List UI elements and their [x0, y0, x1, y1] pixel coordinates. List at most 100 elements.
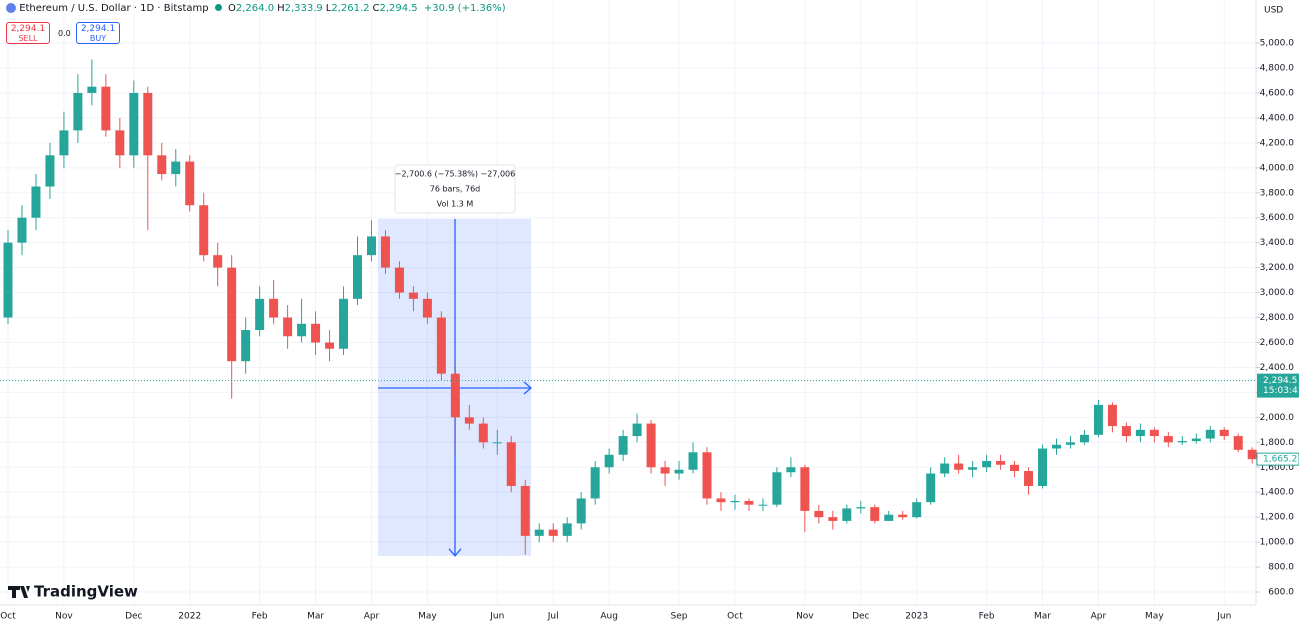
x-tick-label: Oct: [727, 612, 743, 622]
candle-body: [59, 130, 69, 156]
candle-body: [255, 298, 265, 331]
buy-button[interactable]: 2,294.1 BUY: [76, 22, 120, 44]
candle-body: [269, 298, 279, 318]
x-tick-label: Sep: [671, 612, 688, 622]
candle-body: [353, 255, 362, 299]
y-tick-label: 2,400.0: [1260, 363, 1295, 373]
x-tick-label: May: [1145, 612, 1164, 622]
candle-body: [688, 452, 698, 470]
y-tick-label: 5,000.0: [1260, 39, 1295, 49]
y-tick-label: 3,200.0: [1260, 263, 1295, 273]
measure-arrowhead: [523, 381, 532, 395]
candle-body: [590, 467, 600, 499]
y-tick-label: 1,200.0: [1260, 513, 1295, 523]
candle-body: [241, 330, 251, 362]
candle-body: [534, 529, 544, 536]
measure-text: 76 bars, 76d: [430, 184, 481, 193]
candle-body: [1093, 404, 1103, 435]
y-tick-label: 1,600.0: [1260, 463, 1295, 473]
sell-button[interactable]: 2,294.1 SELL: [6, 22, 50, 44]
candle-body: [1107, 404, 1117, 427]
candle-body: [297, 323, 307, 337]
ohlc-key: L: [325, 3, 332, 14]
y-tick-label: 4,600.0: [1260, 88, 1295, 98]
candle-body: [283, 317, 293, 337]
change: +30.9 (+1.36%): [423, 3, 506, 14]
measure-text: −2,700.6 (−75.38%) −27,006: [395, 169, 515, 178]
brand-logo: TradingView: [8, 583, 138, 601]
y-tick-label: 2,000.0: [1260, 413, 1295, 423]
candle-body: [674, 469, 684, 474]
x-tick-label: Aug: [600, 612, 618, 622]
y-tick-label: 4,800.0: [1260, 63, 1295, 73]
x-tick-label: Feb: [979, 612, 995, 622]
symbol[interactable]: Ethereum / U.S. Dollar · 1D · Bitstamp: [19, 3, 209, 14]
candle-body: [115, 130, 125, 156]
y-tick-label: 3,000.0: [1260, 288, 1295, 298]
buy-price: 2,294.1: [80, 24, 116, 34]
x-tick-label: 2023: [905, 612, 928, 622]
axes: 600.0800.01,000.01,200.01,400.01,600.01,…: [0, 39, 1299, 622]
candle-body: [185, 161, 195, 206]
ohlc-key: C: [372, 3, 380, 14]
y-tick-label: 1,000.0: [1260, 538, 1295, 548]
y-tick-label: 3,400.0: [1260, 238, 1295, 248]
candle-body: [716, 498, 726, 503]
candle-body: [436, 317, 446, 374]
candle-body: [1149, 429, 1159, 437]
candle-body: [842, 508, 852, 521]
x-tick-label: Jul: [547, 612, 559, 622]
candle-body: [366, 236, 376, 256]
x-tick-label: Jun: [1216, 612, 1231, 622]
candle-body: [17, 217, 27, 243]
candle-body: [884, 514, 894, 521]
sell-label: SELL: [18, 34, 38, 43]
candle-body: [311, 323, 321, 343]
candle-body: [744, 500, 754, 505]
candle-body: [380, 236, 390, 268]
x-tick-label: Nov: [796, 612, 814, 622]
candle-body: [702, 452, 712, 499]
candle-body: [968, 467, 978, 470]
candle-body: [604, 454, 614, 468]
candle-body: [800, 467, 810, 511]
candle-body: [814, 510, 824, 518]
candle-body: [143, 92, 153, 156]
spread: 0.0: [58, 29, 71, 38]
candle-body: [1079, 434, 1089, 443]
x-tick-label: Apr: [364, 612, 380, 622]
candle-body: [912, 502, 922, 518]
candle-body: [758, 504, 768, 506]
candle-body: [996, 461, 1006, 465]
sell-price: 2,294.1: [10, 24, 46, 34]
y-tick-label: 2,600.0: [1260, 338, 1295, 348]
candle-body: [325, 342, 335, 349]
x-tick-label: Jun: [489, 612, 504, 622]
y-tick-label: 800.0: [1268, 563, 1294, 573]
candle-body: [129, 92, 139, 156]
candle-body: [940, 463, 950, 474]
brand: TradingView: [34, 583, 138, 601]
candle-body: [772, 472, 782, 505]
ohlc-value: 2,294.5: [379, 3, 418, 14]
candle-body: [1205, 429, 1215, 439]
x-tick-label: Feb: [252, 612, 268, 622]
candle-body: [157, 155, 167, 175]
candle-body: [632, 423, 642, 437]
candle-body: [1024, 470, 1034, 486]
candle-body: [1038, 448, 1048, 486]
close-price-label: 1,665.2: [1263, 455, 1297, 465]
y-tick-label: 1,400.0: [1260, 488, 1295, 498]
candle-body: [982, 461, 992, 468]
candle-body: [506, 442, 516, 486]
ohlc-key: H: [277, 3, 285, 14]
candle-body: [227, 267, 237, 362]
candle-body: [548, 529, 558, 536]
market-status: [214, 4, 222, 11]
candle-body: [339, 298, 349, 349]
currency[interactable]: USD: [1264, 6, 1283, 16]
candle-body: [898, 514, 908, 518]
ohlc-value: 2,261.2: [331, 3, 370, 14]
candle-body: [646, 423, 656, 468]
candle-body: [171, 161, 181, 175]
